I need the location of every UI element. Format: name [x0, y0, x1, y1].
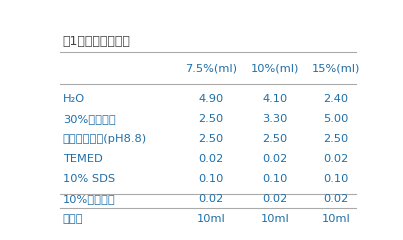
- Text: 0.10: 0.10: [324, 174, 349, 184]
- Text: 10ml: 10ml: [322, 214, 351, 224]
- Text: 10%过硫酸铵: 10%过硫酸铵: [63, 194, 116, 204]
- Text: 15%(ml): 15%(ml): [312, 64, 360, 73]
- Text: 10ml: 10ml: [261, 214, 290, 224]
- Text: 7.5%(ml): 7.5%(ml): [185, 64, 237, 73]
- Text: 2.50: 2.50: [199, 134, 224, 144]
- Text: 10% SDS: 10% SDS: [63, 174, 115, 184]
- Text: 2.50: 2.50: [324, 134, 349, 144]
- Text: 30%丙烯酰胺: 30%丙烯酰胺: [63, 114, 116, 124]
- Text: 3.30: 3.30: [263, 114, 288, 124]
- Text: 总体积: 总体积: [63, 214, 83, 224]
- Text: 0.02: 0.02: [324, 154, 349, 164]
- Text: 10%(ml): 10%(ml): [251, 64, 299, 73]
- Text: 2.50: 2.50: [263, 134, 288, 144]
- Text: 0.02: 0.02: [199, 194, 224, 204]
- Text: 0.02: 0.02: [324, 194, 349, 204]
- Text: 4.90: 4.90: [199, 94, 224, 104]
- Text: H₂O: H₂O: [63, 94, 85, 104]
- Text: 4.10: 4.10: [263, 94, 288, 104]
- Text: （1）分离胶的配制: （1）分离胶的配制: [63, 35, 131, 48]
- Text: 0.02: 0.02: [263, 154, 288, 164]
- Text: 10ml: 10ml: [197, 214, 226, 224]
- Text: 5.00: 5.00: [324, 114, 349, 124]
- Text: 0.02: 0.02: [263, 194, 288, 204]
- Text: 2.40: 2.40: [324, 94, 349, 104]
- Text: 2.50: 2.50: [199, 114, 224, 124]
- Text: 0.10: 0.10: [199, 174, 224, 184]
- Text: 分离胶缓冲液(pH8.8): 分离胶缓冲液(pH8.8): [63, 134, 147, 144]
- Text: 0.10: 0.10: [263, 174, 288, 184]
- Text: 0.02: 0.02: [199, 154, 224, 164]
- Text: TEMED: TEMED: [63, 154, 103, 164]
